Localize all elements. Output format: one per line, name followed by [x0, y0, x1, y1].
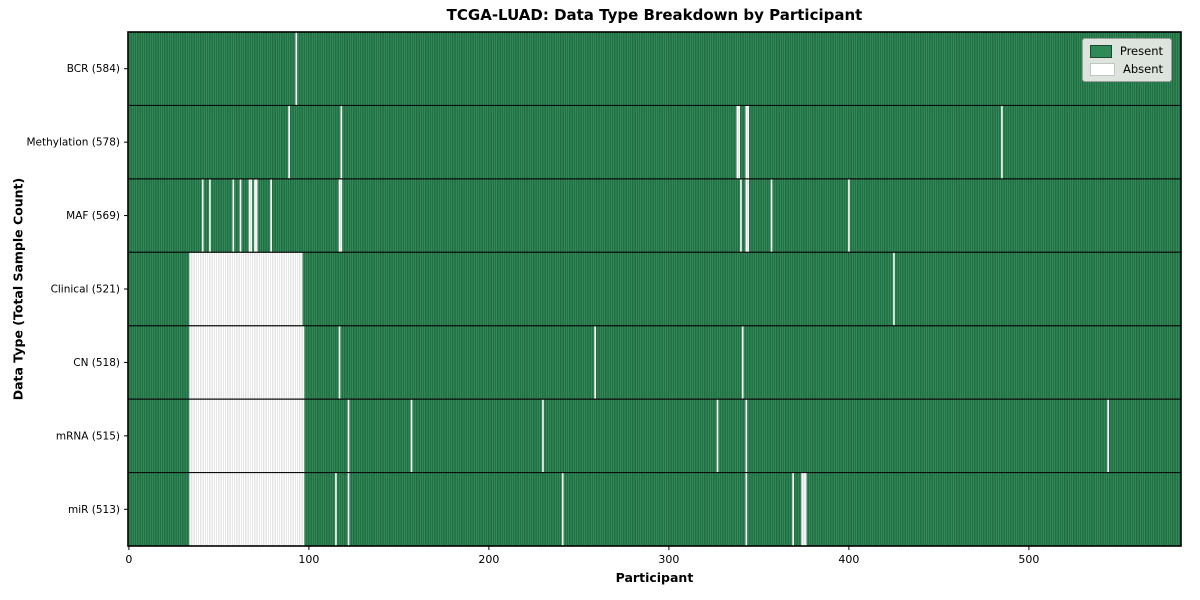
row-absent-CN	[741, 325, 744, 400]
x-tick-label-400: 400	[838, 553, 859, 566]
y-tick-label-mRNA: mRNA (515)	[56, 430, 120, 442]
row-absent-mRNA	[347, 399, 350, 473]
row-present-Methylation	[128, 105, 1181, 179]
row-absent-BCR	[295, 32, 298, 106]
chart-title: TCGA-LUAD: Data Type Breakdown by Partic…	[446, 6, 863, 24]
row-present-Clinical	[128, 252, 1181, 326]
row-absent-MAF	[232, 178, 235, 253]
row-absent-mRNA	[745, 399, 748, 473]
row-absent-MAF	[770, 178, 773, 253]
row-absent-Methylation	[340, 105, 343, 179]
x-axis-label: Participant	[615, 570, 694, 585]
absent-swatch	[1090, 62, 1115, 76]
row-absent-miR	[189, 472, 305, 546]
x-tick-label-100: 100	[298, 553, 319, 566]
row-absent-Clinical	[189, 252, 303, 326]
row-absent-mRNA	[189, 399, 305, 473]
row-absent-miR	[801, 472, 807, 546]
row-absent-Methylation	[736, 105, 740, 179]
plot-border	[127, 31, 1182, 547]
row-absent-miR	[561, 472, 564, 546]
row-absent-miR	[347, 472, 350, 546]
row-absent-CN	[594, 325, 596, 400]
row-absent-mRNA	[1107, 399, 1109, 473]
row-absent-MAF	[201, 178, 204, 253]
y-tick-label-CN: CN (518)	[73, 357, 120, 369]
row-absent-Methylation	[1001, 105, 1003, 179]
row-absent-MAF	[209, 178, 211, 253]
x-tick-label-200: 200	[478, 553, 499, 566]
row-absent-mRNA	[410, 399, 413, 473]
row-absent-MAF	[270, 178, 272, 253]
row-absent-miR	[792, 472, 794, 546]
row-absent-MAF	[338, 178, 343, 253]
row-present-BCR	[128, 32, 1181, 106]
row-absent-MAF	[239, 178, 242, 253]
legend-item-present: Present	[1090, 44, 1163, 58]
legend-label-present: Present	[1119, 44, 1163, 58]
row-absent-mRNA	[716, 399, 719, 473]
y-tick-label-MAF: MAF (569)	[66, 210, 120, 222]
y-tick-label-Clinical: Clinical (521)	[51, 284, 120, 296]
row-present-MAF	[128, 178, 1181, 253]
row-absent-MAF	[745, 178, 749, 253]
y-tick-label-miR: miR (513)	[68, 504, 120, 516]
row-absent-MAF	[740, 178, 742, 253]
row-absent-Methylation	[288, 105, 290, 179]
legend-item-absent: Absent	[1090, 62, 1163, 76]
x-tick-label-0: 0	[125, 553, 132, 566]
legend: Present Absent	[1082, 38, 1172, 82]
legend-label-absent: Absent	[1122, 62, 1163, 76]
y-tick-label-BCR: BCR (584)	[67, 63, 120, 75]
row-absent-miR	[745, 472, 748, 546]
row-absent-Clinical	[893, 252, 895, 326]
present-swatch	[1090, 44, 1112, 58]
row-absent-MAF	[848, 178, 850, 253]
row-absent-Methylation	[745, 105, 749, 179]
y-tick-label-Methylation: Methylation (578)	[26, 137, 120, 149]
row-absent-MAF	[254, 178, 258, 253]
row-absent-mRNA	[542, 399, 544, 473]
row-absent-CN	[338, 325, 341, 400]
x-tick-label-500: 500	[1018, 553, 1039, 566]
row-absent-CN	[189, 325, 305, 400]
x-tick-label-300: 300	[658, 553, 679, 566]
row-absent-MAF	[248, 178, 253, 253]
row-absent-miR	[335, 472, 337, 546]
